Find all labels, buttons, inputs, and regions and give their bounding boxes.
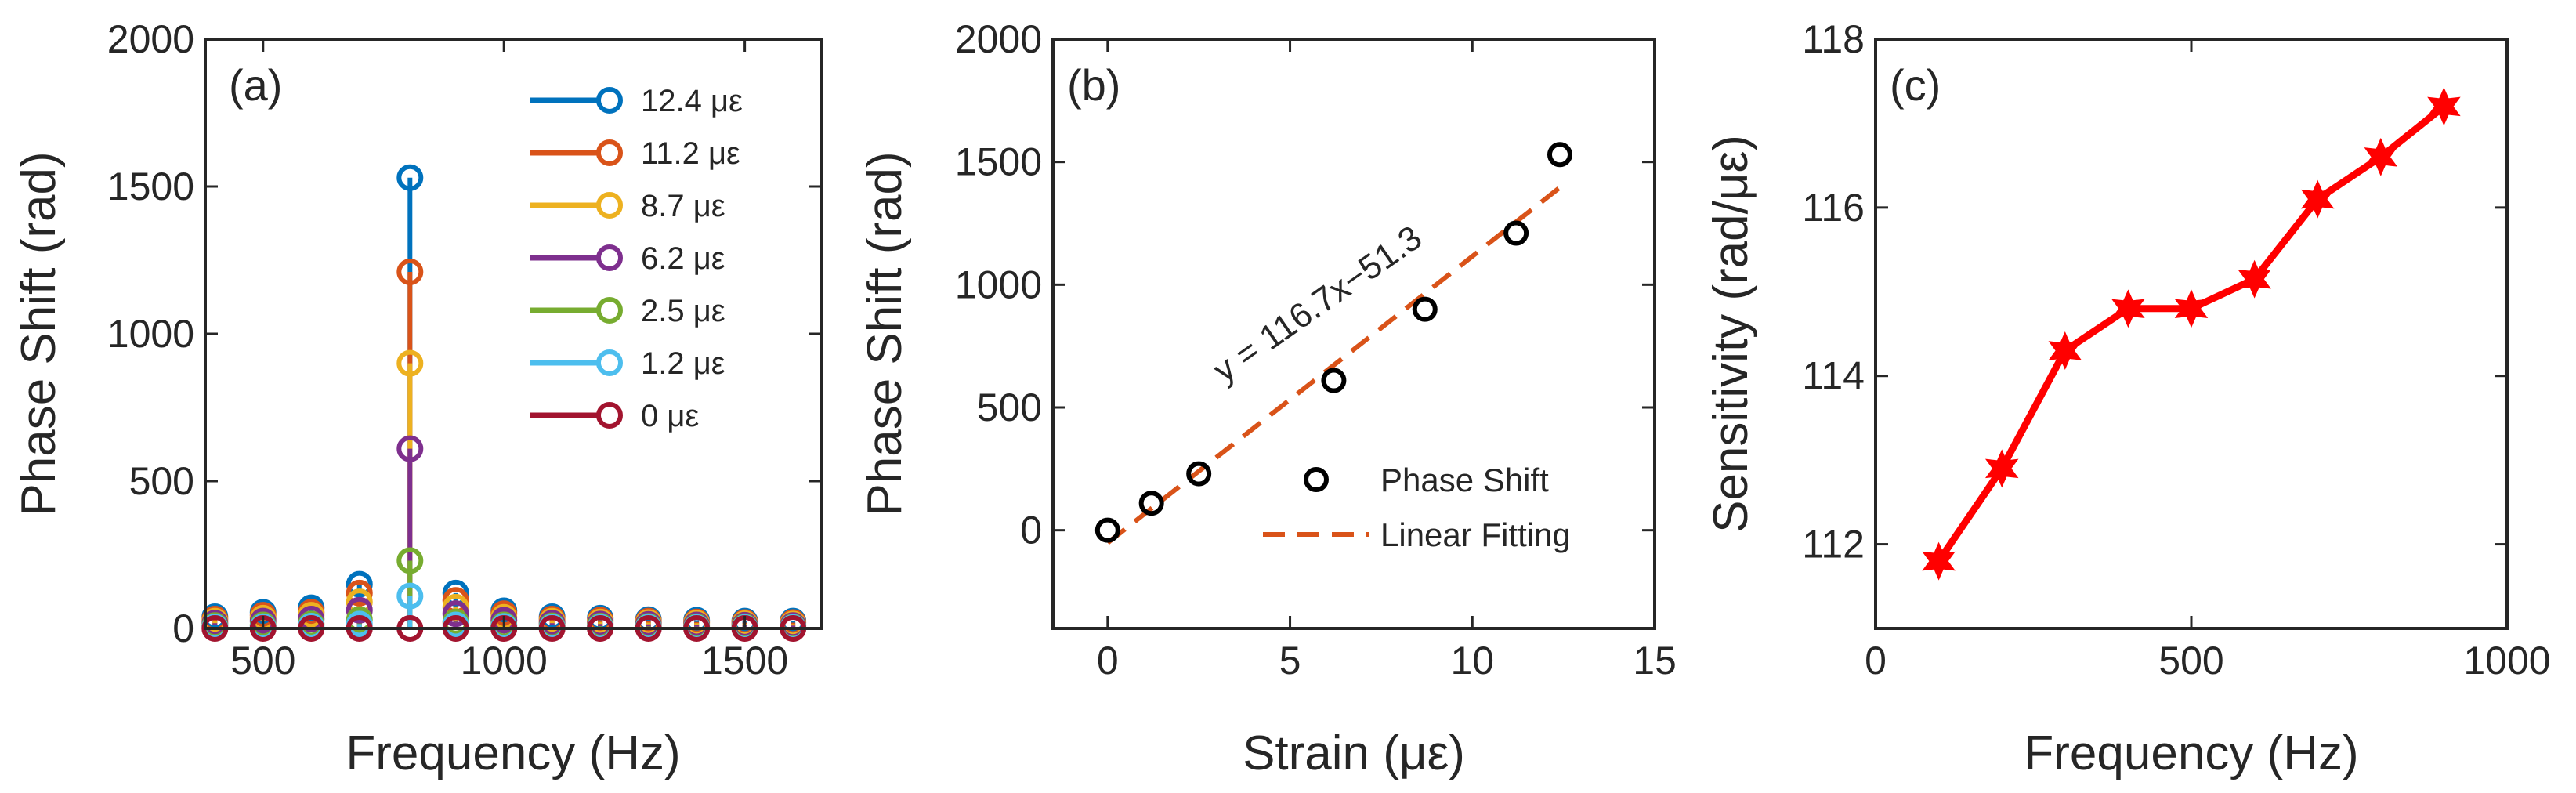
legend-label: 8.7 με	[641, 189, 725, 223]
y-tick-label: 114	[1802, 354, 1865, 398]
legend-marker	[596, 402, 623, 429]
panel-a-ylabel: Phase Shift (rad)	[12, 151, 66, 516]
y-tick-label: 0	[1020, 509, 1042, 552]
y-tick-label: 2000	[955, 17, 1042, 61]
y-tick-label: 1500	[107, 165, 194, 208]
legend-label: 12.4 με	[641, 84, 743, 118]
stem-marker	[442, 600, 469, 628]
panel-a-xlabel: Frequency (Hz)	[346, 726, 680, 780]
y-tick-label: 116	[1802, 186, 1865, 230]
sensitivity-marker	[2048, 331, 2082, 370]
sensitivity-marker	[1984, 449, 2019, 488]
x-tick-label: 0	[1865, 639, 1887, 683]
y-tick-label: 1500	[955, 140, 1042, 184]
x-tick-label: 5	[1279, 639, 1301, 683]
legend-label: 0 με	[641, 399, 699, 433]
panel-b-label: (b)	[1067, 60, 1120, 110]
panel-b-plot-area	[1094, 142, 1572, 545]
sensitivity-marker	[2427, 87, 2461, 126]
legend-marker	[596, 297, 623, 324]
linear-fit-line	[1105, 185, 1561, 545]
legend-marker	[596, 349, 623, 376]
x-tick-label: 10	[1450, 639, 1494, 683]
y-tick-label: 118	[1802, 17, 1865, 61]
panel-b-axes-box	[1051, 38, 1656, 630]
stem-marker	[396, 435, 424, 462]
panel-c-xlabel: Frequency (Hz)	[2024, 726, 2358, 780]
x-tick-label: 500	[230, 639, 295, 683]
data-point	[1138, 491, 1164, 516]
legend-marker	[596, 87, 623, 114]
panel-a-ticks: 500 1000 1500 0 500 1000 1500 2000	[107, 17, 822, 683]
stem-marker	[396, 582, 424, 610]
stem-marker	[396, 164, 424, 191]
stem-marker	[346, 579, 373, 607]
legend-label: 11.2 με	[641, 136, 740, 171]
panel-b-ylabel: Phase Shift (rad)	[858, 151, 912, 516]
stem-marker	[396, 547, 424, 574]
legend-label: 6.2 με	[641, 241, 725, 276]
legend-marker	[596, 139, 623, 166]
panel-b-legend: Phase Shift Linear Fitting	[1263, 462, 1571, 553]
sensitivity-marker	[2238, 259, 2271, 299]
panel-c-ticks: 0 500 1000 112 114 116 118	[1802, 17, 2550, 683]
panel-c-ylabel: Sensitivity (rad/με)	[1704, 135, 1758, 533]
panel-b-xlabel: Strain (με)	[1243, 726, 1465, 780]
legend-label: Phase Shift	[1380, 462, 1549, 498]
y-tick-label: 2000	[107, 17, 194, 61]
data-point	[1412, 296, 1438, 322]
legend-label: Linear Fitting	[1380, 516, 1571, 553]
y-tick-label: 1000	[955, 263, 1042, 306]
panel-a-label: (a)	[229, 60, 282, 110]
panel-a: 500 1000 1500 0 500 1000 1500 2000 (a) Frequenc…	[12, 17, 823, 780]
legend-label: 1.2 με	[641, 346, 725, 381]
stem-marker	[396, 349, 424, 377]
panel-c-label: (c)	[1890, 60, 1941, 110]
sensitivity-line	[1935, 103, 2447, 563]
data-point	[1547, 142, 1572, 168]
legend-label: 2.5 με	[641, 294, 725, 328]
panel-b: 0 5 10 15 0 500 1000 1500 2000 (b) Strain (με) P…	[858, 17, 1677, 780]
x-tick-label: 1000	[2463, 639, 2550, 683]
x-tick-label: 500	[2158, 639, 2223, 683]
y-tick-label: 0	[172, 607, 194, 650]
fit-equation-annotation: y = 116.7x−51.3	[1207, 218, 1429, 389]
y-tick-label: 500	[129, 459, 194, 503]
panel-a-plot-area	[201, 164, 807, 642]
sensitivity-marker	[2364, 137, 2398, 176]
stem-marker	[346, 570, 373, 598]
data-point	[1094, 517, 1120, 543]
stem-marker	[396, 259, 424, 286]
x-tick-label: 0	[1097, 639, 1119, 683]
sensitivity-marker	[2300, 179, 2335, 219]
data-point	[1503, 220, 1529, 246]
y-tick-label: 500	[977, 386, 1042, 429]
x-tick-label: 15	[1633, 639, 1677, 683]
legend-marker	[1304, 467, 1329, 492]
legend-marker	[596, 244, 623, 271]
stem-marker	[346, 596, 373, 624]
legend-marker	[596, 192, 623, 219]
panel-c-plot-area	[1922, 87, 2461, 581]
x-tick-label: 1500	[701, 639, 788, 683]
sensitivity-marker	[2174, 289, 2209, 328]
panel-b-ticks: 0 5 10 15 0 500 1000 1500 2000	[955, 17, 1677, 683]
data-point	[1186, 461, 1212, 487]
y-tick-label: 112	[1802, 523, 1865, 567]
y-tick-label: 1000	[107, 312, 194, 356]
data-point	[1321, 368, 1347, 393]
panel-a-legend: 12.4 με 11.2 με 8.7 με 6.2 με 2.5 με 1.2 με 0 …	[530, 84, 743, 433]
sensitivity-marker	[2111, 289, 2145, 328]
sensitivity-marker	[1922, 541, 1956, 581]
panel-a-axes-box	[204, 38, 823, 630]
x-tick-label: 1000	[461, 639, 548, 683]
